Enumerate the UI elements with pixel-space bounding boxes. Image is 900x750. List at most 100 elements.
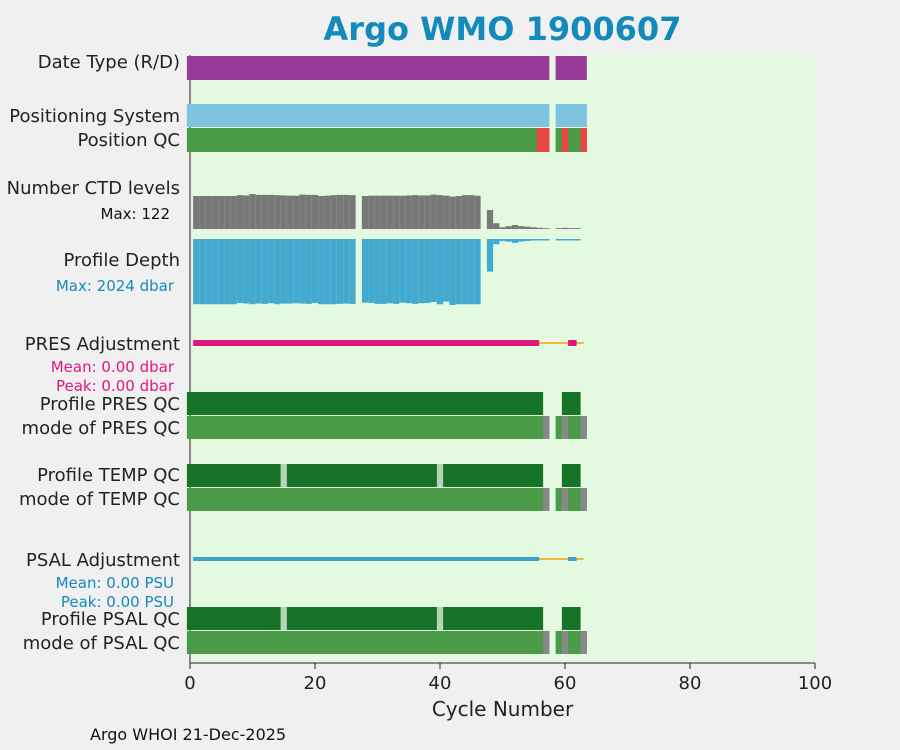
ctd-level-bar xyxy=(280,195,287,229)
profile-depth-bar xyxy=(349,239,356,304)
ctd-level-bar xyxy=(449,196,456,229)
ctd-level-bar xyxy=(380,195,387,229)
profile-depth-bar xyxy=(361,239,369,303)
profile-depth-bar xyxy=(230,239,237,305)
positioning-bar xyxy=(555,104,587,127)
profile-depth-bar xyxy=(468,239,475,305)
profile-depth-bar xyxy=(211,239,219,305)
profile-depth-bar xyxy=(299,239,306,304)
ctd-level-bar xyxy=(536,227,544,229)
profile-depth-bar xyxy=(499,239,506,241)
profile-depth-bar xyxy=(380,239,387,304)
profile-psal-qc-bar-light xyxy=(436,607,444,630)
chart-title: Argo WMO 1900607 xyxy=(323,10,682,48)
ctd-level-bar xyxy=(324,195,331,229)
profile-depth-bar xyxy=(543,239,550,241)
profile-depth-bar xyxy=(324,239,331,305)
ctd-level-bar xyxy=(205,196,212,229)
ctd-level-bar xyxy=(286,195,294,229)
profile-depth-bar xyxy=(474,239,481,305)
ctd-level-bar xyxy=(574,228,581,229)
ctd-level-bar xyxy=(293,195,300,229)
ctd-level-bar xyxy=(361,196,369,229)
position-qc-bad-mark xyxy=(580,128,587,152)
profile-depth-bar xyxy=(318,239,325,305)
ctd-level-bar xyxy=(568,228,575,229)
profile-depth-bar xyxy=(505,239,512,242)
mode-psal-qc-bar-gray xyxy=(580,631,587,654)
profile-depth-bar xyxy=(493,239,500,245)
profile-depth-bar xyxy=(261,239,269,304)
profile-psal-qc-bar xyxy=(561,607,581,630)
ctd-level-bar xyxy=(218,196,225,229)
position-qc-bad-mark xyxy=(543,128,550,152)
x-tick-label: 0 xyxy=(184,673,196,694)
ctd-level-bar xyxy=(224,196,231,229)
ctd-level-bar xyxy=(336,194,344,229)
profile-depth-bar xyxy=(305,239,312,304)
ctd-level-bar xyxy=(486,210,494,229)
x-tick-label: 20 xyxy=(303,673,327,694)
profile-depth-bar xyxy=(374,239,381,304)
ctd-level-bar xyxy=(393,195,400,229)
label-profile-pres-qc: Profile PRES QC xyxy=(39,394,180,415)
ctd-level-bar xyxy=(311,194,319,229)
profile-depth-bar xyxy=(430,239,437,302)
label-mode-temp-qc: mode of TEMP QC xyxy=(18,489,180,510)
mode-pres-qc-bar-gray xyxy=(561,416,569,439)
profile-depth-bar xyxy=(218,239,225,305)
profile-depth-bar xyxy=(443,239,450,302)
profile-depth-bar xyxy=(205,239,212,305)
profile-depth-bar xyxy=(393,239,400,304)
profile-depth-bar xyxy=(343,239,350,304)
ctd-level-bar xyxy=(243,195,250,229)
x-tick-label: 100 xyxy=(797,673,833,694)
profile-depth-bar xyxy=(199,239,206,305)
label-date-type: Date Type (R/D) xyxy=(37,52,180,73)
ctd-level-bar xyxy=(543,228,550,229)
mode-temp-qc-bar-gray xyxy=(543,488,550,511)
mode-psal-qc-bar xyxy=(186,631,550,654)
profile-pres-qc-bar xyxy=(561,392,581,415)
ctd-level-bar xyxy=(499,227,506,229)
x-tick-label: 80 xyxy=(678,673,702,694)
profile-depth-bar xyxy=(280,239,287,304)
profile-temp-qc-bar xyxy=(186,464,544,487)
profile-depth-bar xyxy=(399,239,406,303)
ctd-level-bar xyxy=(268,194,275,229)
profile-depth-bar xyxy=(193,239,200,305)
profile-depth-bar xyxy=(336,239,344,304)
mode-psal-qc-bar-gray xyxy=(543,631,550,654)
profile-depth-bar xyxy=(518,239,525,242)
profile-depth-bar xyxy=(311,239,319,303)
ctd-level-bar xyxy=(468,195,475,229)
date-type-bar xyxy=(186,56,550,80)
profile-depth-bar xyxy=(568,239,575,241)
profile-depth-bar xyxy=(224,239,231,305)
profile-pres-qc-bar xyxy=(186,392,544,415)
ctd-level-bar xyxy=(305,194,312,229)
mode-pres-qc-bar xyxy=(186,416,550,439)
profile-depth-bar xyxy=(424,239,431,303)
profile-depth-bar xyxy=(330,239,337,305)
profile-depth-bar xyxy=(236,239,244,303)
profile-depth-bar xyxy=(511,239,519,243)
mode-pres-qc-bar-gray xyxy=(580,416,587,439)
pres-adjustment-mark xyxy=(568,340,577,346)
profile-depth-bar xyxy=(255,239,262,304)
profile-temp-qc-bar xyxy=(561,464,581,487)
ctd-level-bar xyxy=(274,195,281,229)
ctd-level-bar xyxy=(236,195,244,229)
ctd-level-bar xyxy=(374,195,381,229)
ctd-level-bar xyxy=(530,227,537,229)
label-psal-adjustment: PSAL Adjustment xyxy=(25,550,180,571)
mode-temp-qc-bar-gray xyxy=(561,488,569,511)
ctd-level-bar xyxy=(436,195,444,229)
label-mode-psal-qc: mode of PSAL QC xyxy=(22,633,180,654)
profile-depth-bar xyxy=(461,239,469,305)
label-depth-max: Max: 2024 dbar xyxy=(55,277,174,295)
profile-depth-bar xyxy=(293,239,300,304)
profile-depth-bar xyxy=(386,239,394,304)
profile-depth-bar xyxy=(411,239,419,304)
psal-adjustment-mark xyxy=(568,557,577,561)
